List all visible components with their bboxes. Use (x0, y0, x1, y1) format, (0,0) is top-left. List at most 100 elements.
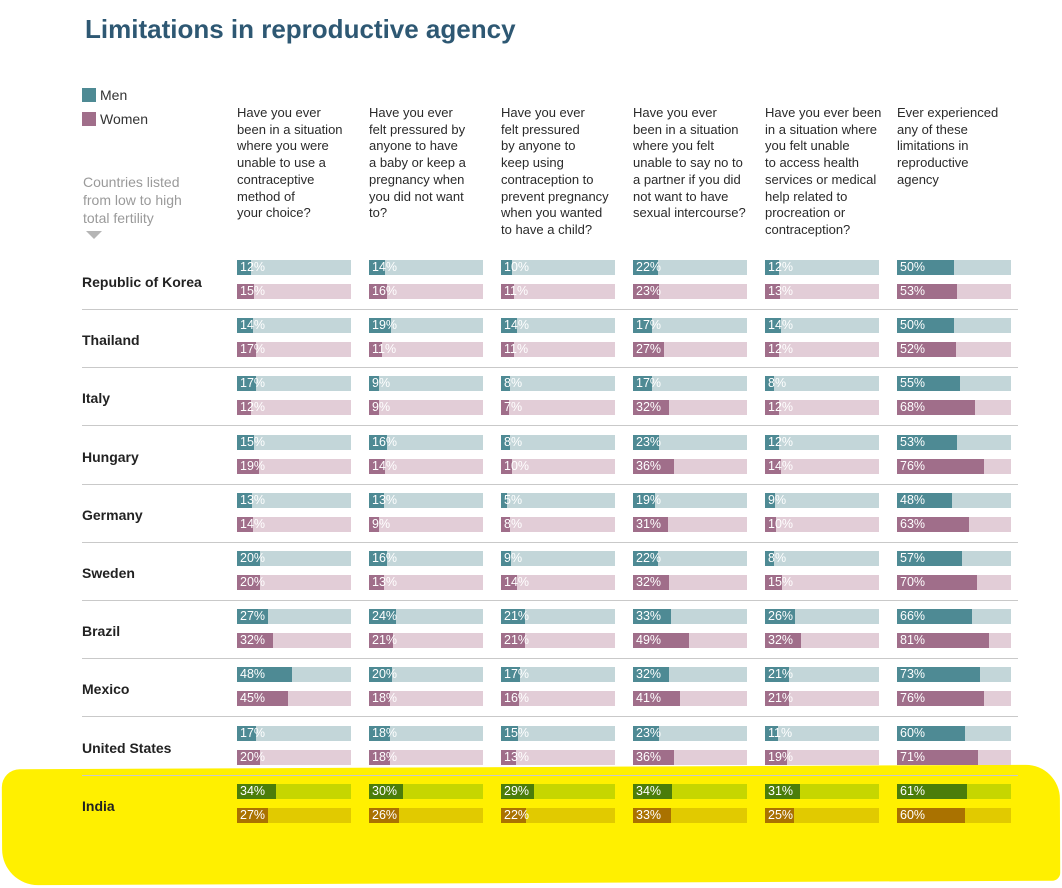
bar-track-women: 68% (897, 400, 1011, 416)
bar-men (633, 376, 653, 392)
bar-men (633, 434, 660, 450)
legend-item-women: Women (82, 111, 148, 127)
data-label-women: 21% (504, 633, 530, 648)
bar-track-men: 53% (897, 434, 1011, 450)
country-label: United States (82, 739, 172, 756)
bar-track-women: 19% (765, 749, 879, 765)
bar-women (369, 575, 384, 590)
bar-women (369, 342, 382, 358)
bar-women (237, 749, 260, 765)
bar-track-women: 21% (501, 633, 615, 649)
bar-men (633, 783, 672, 799)
data-label-men: 17% (636, 318, 662, 333)
bar-track-men: 16% (369, 434, 483, 450)
bar-track-women: 25% (765, 807, 879, 823)
bar-track-men: 11% (765, 725, 879, 741)
bar-men (633, 492, 655, 508)
data-label-men: 17% (636, 376, 662, 391)
bar-men (237, 609, 268, 625)
data-label-women: 32% (636, 575, 662, 589)
bar-women (633, 516, 669, 532)
bar-men (633, 551, 659, 566)
data-label-men: 61% (900, 783, 926, 798)
bar-track-women: 17% (237, 342, 351, 358)
data-label-women: 45% (240, 691, 266, 706)
question-header-line: unable to say no to (633, 155, 743, 171)
bar-track-men: 17% (237, 725, 351, 741)
bar-men (501, 376, 511, 392)
bar-women (765, 516, 777, 532)
sort-note: Countries listed from low to high total … (83, 174, 182, 226)
bar-track-women: 32% (633, 575, 747, 590)
bar-track-men: 8% (501, 434, 615, 450)
data-label-men: 22% (636, 260, 662, 274)
data-label-women: 52% (900, 342, 926, 357)
data-label-women: 16% (372, 284, 398, 298)
data-label-women: 11% (504, 342, 529, 357)
data-label-women: 32% (240, 633, 266, 648)
bar-track-women: 76% (897, 458, 1011, 474)
data-label-men: 14% (768, 318, 794, 333)
bar-women (897, 633, 990, 649)
data-label-women: 13% (372, 575, 398, 589)
bar-women (501, 284, 514, 299)
data-label-women: 15% (240, 284, 266, 298)
bar-women (765, 575, 783, 590)
bar-track-women: 41% (633, 691, 747, 707)
bar-track-men: 5% (501, 492, 615, 508)
data-label-men: 19% (636, 492, 662, 507)
bar-women (237, 807, 268, 823)
data-label-men: 34% (636, 783, 662, 798)
bar-women (897, 749, 978, 765)
bar-men (369, 492, 384, 508)
bar-track-women: 21% (765, 691, 879, 707)
row-separator (82, 425, 1018, 427)
country-label: Mexico (82, 681, 130, 698)
data-label-women: 22% (504, 807, 530, 822)
bar-women (765, 691, 789, 707)
bar-track-women: 81% (897, 633, 1011, 649)
data-label-women: 21% (768, 691, 794, 706)
bar-women (897, 691, 984, 707)
bar-track-men: 9% (369, 376, 483, 392)
bar-track-women: 18% (369, 749, 483, 765)
data-label-women: 11% (372, 342, 397, 357)
bar-track-women: 63% (897, 516, 1011, 532)
bar-track-men: 27% (237, 609, 351, 625)
bar-track-men: 73% (897, 667, 1011, 683)
bar-track-women: 12% (765, 400, 879, 416)
data-label-women: 19% (240, 458, 266, 473)
bar-track-men: 14% (237, 318, 351, 334)
data-label-men: 23% (636, 725, 662, 740)
row-separator (82, 309, 1018, 310)
bar-track-men: 8% (765, 376, 879, 392)
data-label-women: 12% (768, 400, 794, 415)
bar-men (765, 783, 801, 799)
country-label: Italy (82, 390, 111, 407)
data-label-women: 49% (636, 633, 662, 648)
bar-women (501, 516, 511, 532)
data-label-women: 53% (900, 284, 926, 298)
bar-women (501, 458, 513, 474)
chart-title: Limitations in reproductive agency (85, 14, 516, 44)
question-header-line: you felt unable (765, 138, 850, 154)
data-label-men: 8% (504, 434, 523, 449)
bar-track-women: 60% (897, 807, 1011, 823)
bar-women (633, 342, 664, 358)
bar-track-women: 11% (501, 284, 615, 299)
bar-track-women: 32% (633, 400, 747, 416)
bar-men (897, 725, 966, 741)
data-label-women: 18% (372, 691, 398, 706)
country-label: Germany (82, 506, 143, 523)
data-label-men: 34% (240, 783, 266, 798)
bar-men (897, 318, 954, 334)
bar-track-women: 14% (237, 516, 351, 532)
data-label-men: 12% (768, 260, 794, 274)
row-separator (82, 716, 1018, 718)
bar-women (501, 575, 517, 590)
bar-track-women: 71% (897, 749, 1011, 765)
legend-swatch-women (82, 112, 96, 126)
row-separator (82, 658, 1018, 660)
row-separator (82, 367, 1018, 369)
bar-men (765, 725, 778, 741)
